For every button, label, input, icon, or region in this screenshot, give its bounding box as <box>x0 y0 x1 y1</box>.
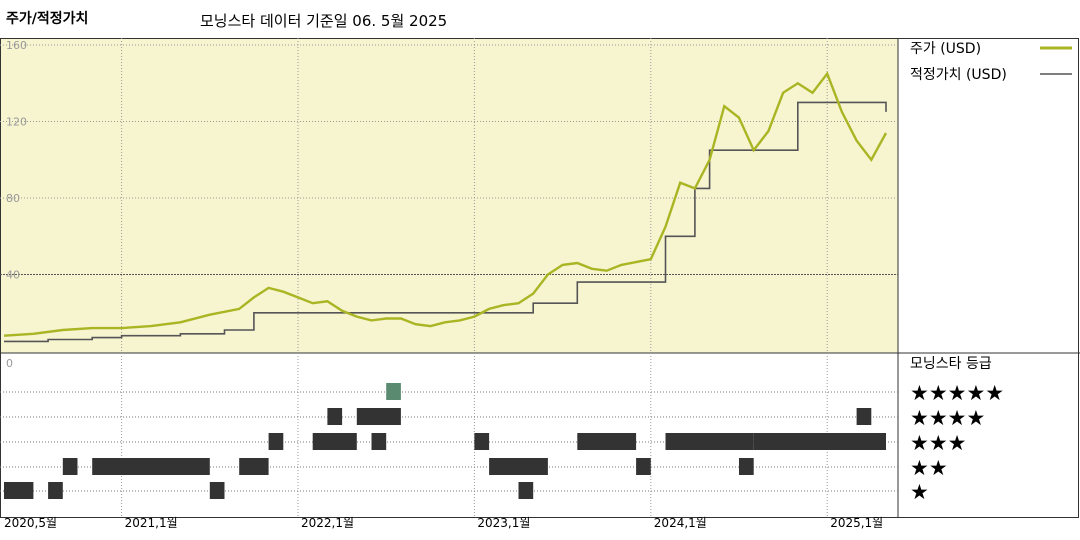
y-tick-label: 0 <box>6 357 13 370</box>
rating-bar-5-star <box>386 383 401 400</box>
x-tick-label: 2024,1월 <box>654 516 707 530</box>
rating-bar-1-star <box>209 482 225 499</box>
rating-bar-4-star <box>327 408 343 425</box>
chart-subtitle: 모닝스타 데이터 기준일 06. 5월 2025 <box>200 12 448 30</box>
rating-bar-3-star <box>371 433 387 450</box>
fair-value-series-line <box>4 101 887 343</box>
x-tick-label: 2021,1월 <box>125 516 178 530</box>
y-tick-label: 40 <box>6 269 20 282</box>
x-tick-label: 2023,1월 <box>477 516 530 530</box>
rating-bar-2-star <box>62 458 78 475</box>
rating-bar-3-star <box>312 433 357 450</box>
y-axis-ticks: 160 120 80 40 0 <box>6 39 27 370</box>
rating-bar-1-star <box>518 482 534 499</box>
rating-level-3-star: ★★★ <box>910 431 966 455</box>
x-tick-label: 2022,1월 <box>301 516 354 530</box>
rating-bar-2-star <box>92 458 210 475</box>
rating-level-4-star: ★★★★ <box>910 406 985 430</box>
legend-price-label: 주가 (USD) <box>910 41 981 57</box>
rating-level-5-star: ★★★★★ <box>910 381 1004 405</box>
y-tick-label: 120 <box>6 116 27 129</box>
legend-fair-value-label: 적정가치 (USD) <box>910 67 1007 83</box>
rating-bar-2-star <box>489 458 548 475</box>
rating-bar-2-star <box>636 458 651 475</box>
rating-bar-4-star <box>356 408 401 425</box>
rating-level-1-star: ★ <box>910 480 929 504</box>
y-tick-label: 160 <box>6 39 27 52</box>
rating-bar-3-star <box>474 433 490 450</box>
chart-frame <box>0 38 1079 518</box>
rating-bar-3-star <box>268 433 284 450</box>
rating-bar-3-star <box>577 433 637 450</box>
x-axis-ticks: 2020,5월 2021,1월 2022,1월 2023,1월 2024,1월 2025,… <box>4 516 883 530</box>
price-plot-background <box>0 38 898 353</box>
rating-bar-3-star <box>753 433 886 450</box>
rating-title: 모닝스타 등급 <box>910 356 992 372</box>
rating-bar-3-star <box>665 433 754 450</box>
x-tick-label: 2025,1월 <box>830 516 883 530</box>
chart-title: 주가/적정가치 <box>6 11 89 27</box>
price-series-line <box>3 71 888 337</box>
rating-bar-2-star <box>739 458 754 475</box>
rating-bar-1-star <box>4 482 34 499</box>
rating-bar-2-star <box>239 458 269 475</box>
rating-bar-4-star <box>856 408 872 425</box>
x-tick-label: 2020,5월 <box>4 516 57 530</box>
rating-level-2-star: ★★ <box>910 456 948 480</box>
rating-star-labels: ★★★★★★★★★★★★★★★ <box>910 381 1004 504</box>
y-tick-label: 80 <box>6 192 20 205</box>
rating-bars <box>4 383 886 499</box>
rating-bar-1-star <box>48 482 63 499</box>
